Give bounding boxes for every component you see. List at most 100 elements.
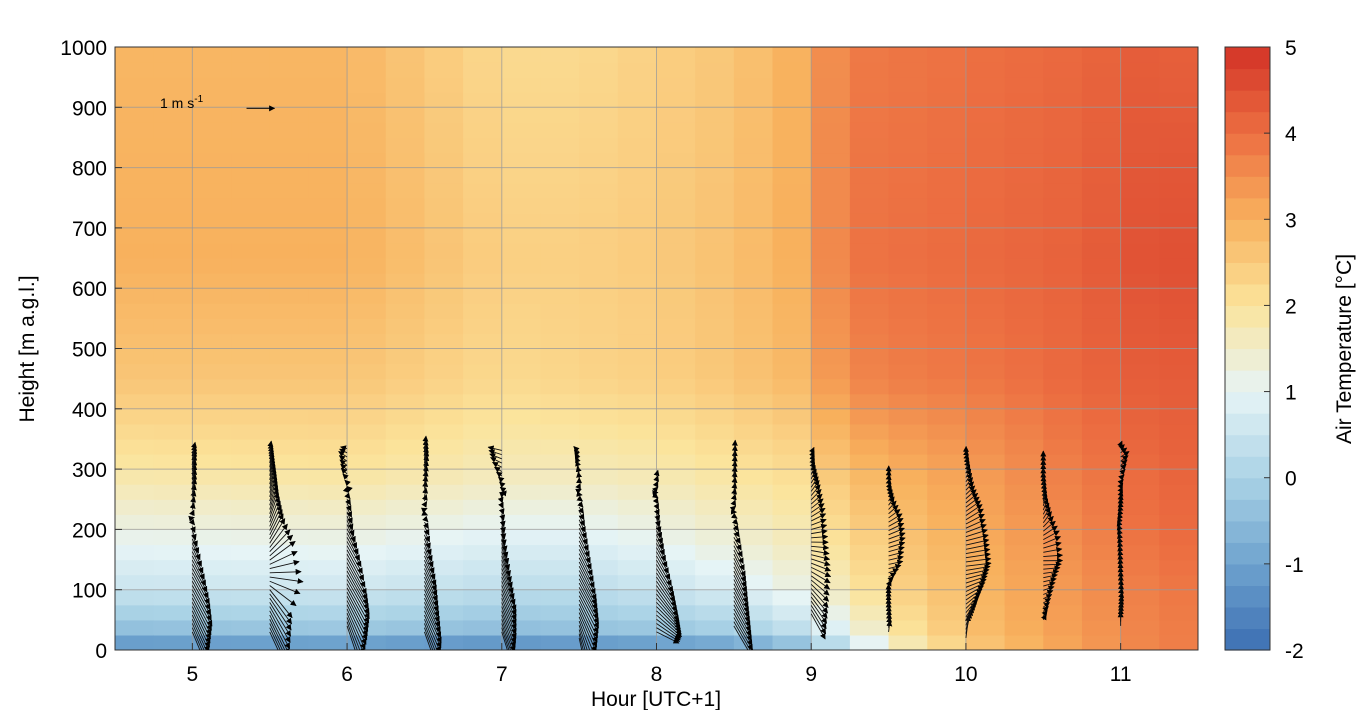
heatmap-cell <box>153 182 193 199</box>
heatmap-cell <box>540 484 580 500</box>
heatmap-cell <box>927 152 967 169</box>
colorbar-cell <box>1225 477 1270 500</box>
heatmap-cell <box>617 47 658 63</box>
colorbar-tick-label: 5 <box>1285 37 1297 60</box>
wind-vector <box>731 476 738 487</box>
wind-vector <box>810 605 827 630</box>
heatmap-cell <box>153 514 193 530</box>
heatmap-cell <box>695 378 735 395</box>
heatmap-cell <box>849 303 890 319</box>
heatmap-cell <box>231 47 271 63</box>
heatmap-cell <box>424 47 464 63</box>
heatmap-cell <box>308 484 348 500</box>
heatmap-cell <box>463 333 503 350</box>
heatmap-cell <box>579 77 619 93</box>
heatmap-cell <box>385 62 426 78</box>
heatmap-cell <box>772 499 812 515</box>
heatmap-cell <box>231 484 271 500</box>
heatmap-cell <box>927 484 967 500</box>
heatmap-cell <box>1081 348 1122 365</box>
heatmap-cell <box>1081 393 1122 410</box>
heatmap-cell <box>695 318 735 335</box>
heatmap-cell <box>1043 619 1083 636</box>
heatmap-cell <box>424 212 464 229</box>
heatmap-cell <box>1120 122 1160 139</box>
heatmap-cell <box>347 182 387 199</box>
heatmap-cell <box>540 152 580 169</box>
heatmap-cell <box>656 62 696 78</box>
wind-profile <box>885 465 906 632</box>
heatmap-cell <box>385 197 426 214</box>
heatmap-cell <box>115 62 155 78</box>
heatmap-cell <box>1004 92 1044 108</box>
heatmap-cell <box>695 242 735 259</box>
heatmap-cell <box>501 62 542 78</box>
heatmap-cell <box>695 167 735 184</box>
wind-vector <box>190 483 197 497</box>
heatmap-cell <box>695 393 735 410</box>
heatmap-cell <box>308 499 348 515</box>
heatmap-cell <box>1004 122 1044 139</box>
wind-vector <box>269 585 297 607</box>
heatmap-cell <box>1081 619 1122 636</box>
heatmap-cell <box>1159 363 1198 380</box>
heatmap-cell <box>849 393 890 410</box>
heatmap-cell <box>501 47 542 63</box>
heatmap-cell <box>695 227 735 244</box>
heatmap-cell <box>269 77 309 93</box>
wind-profile <box>1040 450 1064 621</box>
y-tick-label: 800 <box>72 158 107 181</box>
wind-vector <box>191 459 198 476</box>
wind-vectors <box>188 435 1130 650</box>
wind-vector <box>810 588 829 608</box>
heatmap-cell <box>308 273 348 289</box>
heatmap-cell <box>733 333 774 350</box>
heatmap-cell <box>927 137 967 154</box>
heatmap-cell <box>965 152 1006 169</box>
wind-vector <box>501 623 511 650</box>
heatmap-cell <box>231 303 271 319</box>
heatmap-cell <box>579 122 619 139</box>
heatmap-cell <box>463 363 503 380</box>
heatmap-cell <box>231 242 271 259</box>
heatmap-cell <box>811 333 851 350</box>
heatmap-cell <box>927 212 967 229</box>
heatmap-cell <box>849 484 890 500</box>
heatmap-cell <box>153 589 193 606</box>
heatmap-cell <box>269 454 309 470</box>
wind-vector <box>965 528 988 538</box>
heatmap-cell <box>192 318 232 335</box>
wind-profile <box>487 445 517 650</box>
wind-vector <box>498 508 505 515</box>
heatmap-cell <box>656 529 696 546</box>
wind-vector <box>965 567 990 576</box>
heatmap-cell <box>927 182 967 199</box>
heatmap-cell <box>540 408 580 425</box>
wind-vector <box>1043 546 1063 553</box>
wind-vector <box>269 477 278 502</box>
heatmap-cell <box>695 619 735 636</box>
heatmap-cell <box>1081 212 1122 229</box>
heatmap-cell <box>308 514 348 530</box>
wind-vector <box>422 465 429 481</box>
colorbar-cell <box>1225 391 1270 414</box>
heatmap-cell <box>153 544 193 561</box>
heatmap-cell <box>192 62 232 78</box>
heatmap-cell <box>501 137 542 154</box>
heatmap-cell <box>849 122 890 139</box>
heatmap-cell <box>1159 182 1198 199</box>
x-tick-label: 10 <box>954 663 977 686</box>
heatmap-cell <box>424 499 464 515</box>
wind-vector <box>269 559 300 570</box>
heatmap-cell <box>347 423 387 440</box>
heatmap-cell <box>888 227 928 244</box>
heatmap-cell <box>463 318 503 335</box>
heatmap-cell <box>579 167 619 184</box>
heatmap-cell <box>1120 363 1160 380</box>
heatmap-cell <box>733 273 774 289</box>
heatmap-cell <box>463 348 503 365</box>
heatmap-cell <box>1081 77 1122 93</box>
heatmap-cell <box>965 484 1006 500</box>
heatmap-cell <box>617 408 658 425</box>
heatmap-cell <box>308 137 348 154</box>
